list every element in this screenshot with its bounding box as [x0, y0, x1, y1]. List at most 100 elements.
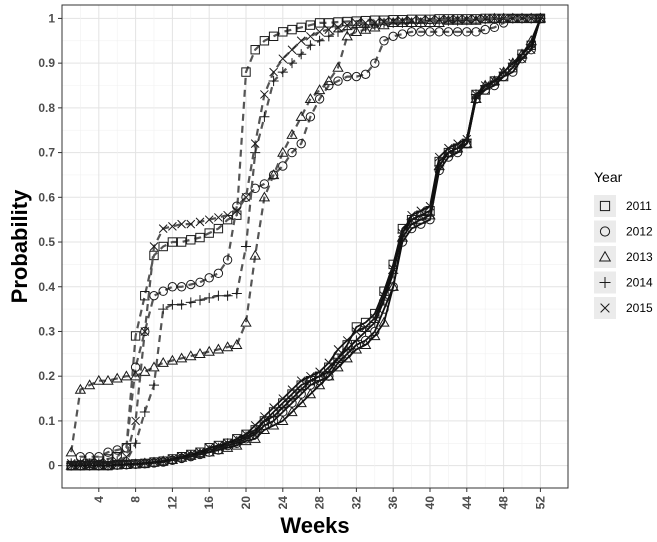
- dashed-point-plus: [388, 17, 399, 28]
- solid-point-triangle: [461, 137, 473, 148]
- dashed-point-circle: [121, 443, 132, 453]
- solid-point-plus: [314, 371, 325, 382]
- solid-point-plus: [268, 411, 279, 422]
- solid-point-triangle: [323, 370, 335, 381]
- dashed-point-cross: [416, 15, 426, 25]
- solid-point-triangle: [286, 406, 298, 417]
- solid-point-cross: [425, 201, 435, 211]
- dashed-point-cross: [526, 14, 536, 23]
- x-tick-label: 12: [165, 496, 179, 510]
- solid-point-triangle: [359, 339, 372, 350]
- dashed-point-square: [333, 17, 343, 27]
- dashed-point-triangle: [249, 249, 261, 260]
- dashed-point-cross: [388, 17, 398, 26]
- x-tick-label: 16: [202, 496, 216, 510]
- dashed-point-square: [204, 228, 214, 238]
- dashed-point-circle: [333, 76, 343, 86]
- dashed-point-square: [305, 20, 316, 30]
- dashed-point-triangle: [148, 361, 160, 372]
- legend-label: 2013: [626, 250, 653, 264]
- dashed-point-cross: [453, 14, 462, 24]
- x-tick-label: 44: [460, 496, 474, 510]
- solid-point-triangle: [240, 435, 252, 446]
- solid-series-cross: [66, 14, 545, 470]
- y-tick-label: 0.3: [38, 324, 55, 338]
- dashed-series-group: [65, 12, 547, 471]
- dashed-point-cross: [158, 224, 168, 233]
- solid-point-cross: [250, 421, 260, 430]
- dashed-line-square: [71, 17, 541, 467]
- solid-point-cross: [471, 90, 481, 99]
- solid-point-plus: [323, 366, 334, 377]
- solid-point-cross: [122, 459, 131, 469]
- dashed-point-plus: [139, 406, 150, 418]
- dashed-point-plus: [268, 75, 279, 87]
- dashed-point-plus: [360, 22, 371, 33]
- dashed-point-cross: [306, 31, 315, 41]
- solid-point-cross: [94, 461, 104, 470]
- dashed-point-triangle: [323, 75, 335, 86]
- dashed-point-square: [259, 36, 270, 46]
- dashed-point-cross: [250, 139, 260, 148]
- solid-point-cross: [149, 457, 159, 467]
- dashed-point-circle: [388, 31, 398, 42]
- solid-point-cross: [140, 458, 150, 468]
- dashed-point-triangle: [93, 374, 105, 385]
- solid-point-triangle: [350, 343, 363, 354]
- solid-point-plus: [351, 335, 362, 346]
- dashed-point-plus: [148, 380, 160, 391]
- dashed-point-cross: [379, 17, 389, 27]
- y-tick-label: 0.7: [38, 146, 55, 160]
- dashed-point-cross: [444, 15, 453, 25]
- dashed-point-triangle: [350, 25, 363, 36]
- dashed-point-plus: [213, 290, 224, 301]
- solid-point-cross: [278, 394, 288, 403]
- dashed-point-plus: [323, 31, 334, 42]
- solid-line-cross: [71, 18, 542, 467]
- dashed-point-triangle: [139, 365, 151, 376]
- dashed-point-cross: [499, 14, 508, 23]
- dashed-point-plus: [240, 241, 252, 252]
- dashed-point-circle: [167, 282, 178, 292]
- x-tick-label: 48: [497, 496, 511, 510]
- solid-point-cross: [499, 67, 508, 77]
- solid-point-cross: [517, 54, 527, 64]
- dashed-point-cross: [269, 67, 278, 77]
- dashed-point-cross: [324, 25, 334, 34]
- dashed-point-triangle: [240, 316, 252, 327]
- dashed-point-cross: [425, 15, 435, 25]
- dashed-point-cross: [232, 206, 242, 216]
- solid-point-cross: [85, 461, 94, 470]
- dashed-point-triangle: [277, 146, 289, 157]
- solid-point-triangle: [304, 388, 317, 399]
- dashed-point-circle: [314, 94, 325, 104]
- dashed-point-circle: [222, 255, 233, 265]
- dashed-point-square: [324, 18, 334, 28]
- dashed-line-cross: [71, 17, 541, 465]
- solid-point-triangle: [341, 352, 353, 363]
- dashed-point-plus: [369, 20, 380, 31]
- dashed-point-cross: [177, 219, 186, 229]
- axes: 00.10.20.30.40.50.60.70.80.914 8 12 16 20 24 2…: [38, 11, 547, 509]
- dashed-point-cross: [434, 15, 444, 25]
- dashed-point-cross: [342, 20, 352, 30]
- dashed-point-square: [296, 22, 306, 33]
- dashed-point-plus: [397, 17, 408, 28]
- dashed-point-circle: [213, 268, 224, 279]
- solid-point-plus: [250, 427, 261, 438]
- dashed-point-cross: [315, 27, 324, 37]
- y-tick-label: 0.9: [38, 56, 55, 70]
- dashed-point-square: [287, 24, 297, 35]
- legend-key-background: [594, 195, 616, 217]
- dashed-point-plus: [305, 40, 316, 51]
- solid-point-cross: [260, 412, 269, 421]
- dashed-point-circle: [149, 290, 159, 301]
- dashed-point-square: [186, 235, 196, 245]
- y-tick-label: 0: [48, 459, 55, 473]
- dashed-point-cross: [407, 16, 416, 25]
- dashed-point-circle: [103, 447, 113, 457]
- solid-point-cross: [204, 443, 214, 453]
- dashed-point-cross: [508, 14, 518, 23]
- solid-point-cross: [453, 139, 462, 148]
- solid-point-plus: [434, 160, 445, 172]
